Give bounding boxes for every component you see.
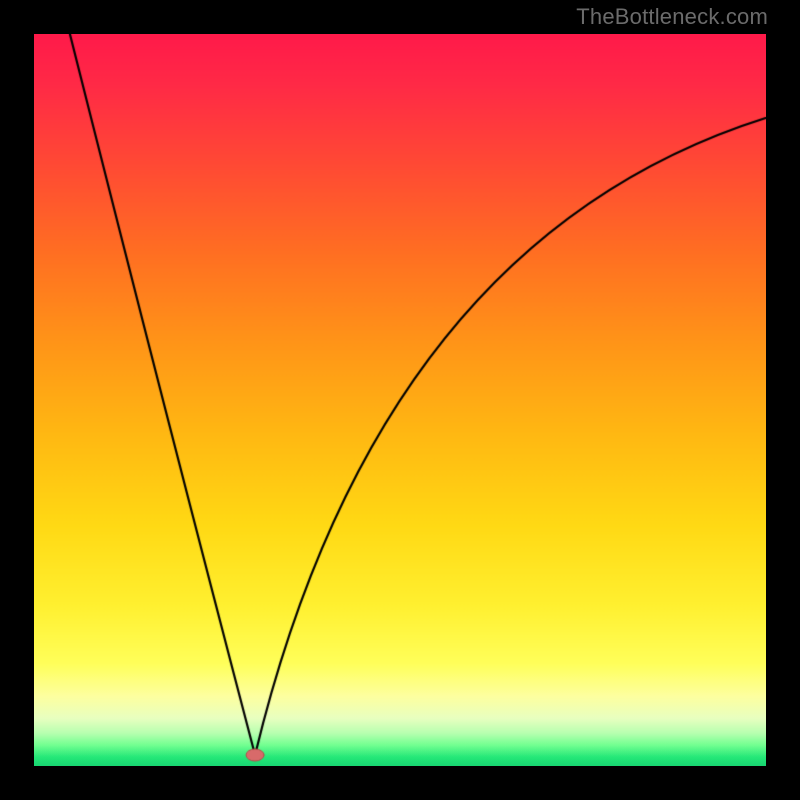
bottleneck-chart: TheBottleneck.com — [0, 0, 800, 800]
watermark-text: TheBottleneck.com — [576, 4, 768, 30]
bottleneck-curve — [34, 34, 766, 766]
